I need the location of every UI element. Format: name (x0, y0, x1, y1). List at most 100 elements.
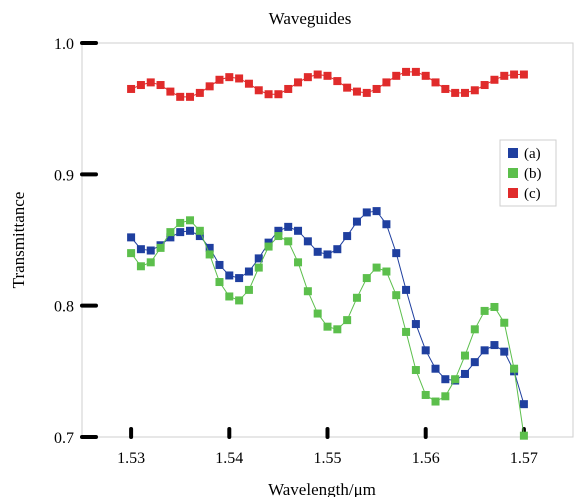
data-point (460, 351, 469, 360)
data-point (411, 67, 420, 76)
data-point (343, 83, 352, 92)
data-point (333, 325, 342, 334)
data-point (480, 306, 489, 315)
data-point (313, 70, 322, 79)
data-point (215, 278, 224, 287)
y-tick-label: 1.0 (54, 36, 74, 53)
series-a (127, 207, 528, 409)
plot-frame (81, 42, 574, 438)
data-point (441, 84, 450, 93)
data-point (156, 81, 165, 90)
data-point (215, 260, 224, 269)
data-point (352, 293, 361, 302)
data-point (136, 262, 145, 271)
data-point (274, 226, 283, 235)
x-tick-label: 1.57 (510, 450, 538, 467)
data-point (136, 81, 145, 90)
legend-label: (b) (524, 166, 542, 182)
data-point (235, 274, 244, 283)
data-point (146, 258, 155, 267)
legend-swatch (508, 188, 518, 198)
data-point (284, 237, 293, 246)
data-point (195, 88, 204, 97)
data-point (343, 316, 352, 325)
x-axis-ticks: 1.53 1.54 1.55 1.56 1.57 (117, 427, 538, 467)
data-point (411, 366, 420, 375)
data-point (176, 218, 185, 227)
data-point (146, 246, 155, 255)
data-point (323, 71, 332, 80)
x-tick-label: 1.53 (117, 450, 145, 467)
data-point (382, 78, 391, 87)
data-point (244, 285, 253, 294)
data-point (460, 369, 469, 378)
data-point (323, 322, 332, 331)
data-point (510, 70, 519, 79)
data-point (470, 86, 479, 95)
data-point (402, 285, 411, 294)
series-b (127, 216, 528, 440)
data-point (235, 74, 244, 83)
data-point (382, 220, 391, 229)
data-point (166, 87, 175, 96)
data-point (392, 249, 401, 258)
data-point (303, 73, 312, 82)
data-point (225, 73, 234, 82)
data-point (176, 228, 185, 237)
data-point (352, 87, 361, 96)
data-point (431, 397, 440, 406)
data-point (470, 325, 479, 334)
data-point (186, 92, 195, 101)
data-point (186, 216, 195, 225)
data-point (333, 245, 342, 254)
data-point (352, 217, 361, 226)
data-point (519, 70, 528, 79)
data-point (146, 78, 155, 87)
data-point (490, 302, 499, 311)
data-point (313, 247, 322, 256)
data-point (136, 245, 145, 254)
data-point (294, 258, 303, 267)
data-point (362, 88, 371, 97)
x-tick-label: 1.55 (314, 450, 342, 467)
data-point (166, 233, 175, 242)
data-point (156, 243, 165, 252)
data-point (284, 222, 293, 231)
data-point (225, 292, 234, 301)
data-point (264, 90, 273, 99)
data-point (195, 226, 204, 235)
data-point (441, 392, 450, 401)
data-point (313, 309, 322, 318)
data-point (451, 88, 460, 97)
data-point (372, 207, 381, 216)
data-point (451, 375, 460, 384)
data-point (205, 250, 214, 259)
legend-label: (a) (524, 146, 541, 162)
data-point (225, 271, 234, 280)
data-point (519, 400, 528, 409)
data-point (343, 232, 352, 241)
data-point (294, 226, 303, 235)
data-point (490, 341, 499, 350)
series-layer (127, 67, 528, 440)
data-point (500, 71, 509, 80)
data-point (205, 82, 214, 91)
y-axis-ticks: 0.7 0.8 0.9 1.0 (54, 36, 98, 447)
data-point (431, 78, 440, 87)
data-point (254, 263, 263, 272)
data-point (303, 287, 312, 296)
data-point (303, 237, 312, 246)
data-point (372, 84, 381, 93)
data-point (392, 71, 401, 80)
data-point (127, 233, 136, 242)
data-point (264, 242, 273, 251)
legend: (a) (b) (c) (499, 139, 557, 207)
data-point (323, 250, 332, 259)
data-point (382, 267, 391, 276)
data-point (186, 226, 195, 235)
chart-title: Waveguides (269, 9, 352, 28)
series-c (127, 67, 528, 101)
data-point (411, 320, 420, 329)
data-point (244, 79, 253, 88)
